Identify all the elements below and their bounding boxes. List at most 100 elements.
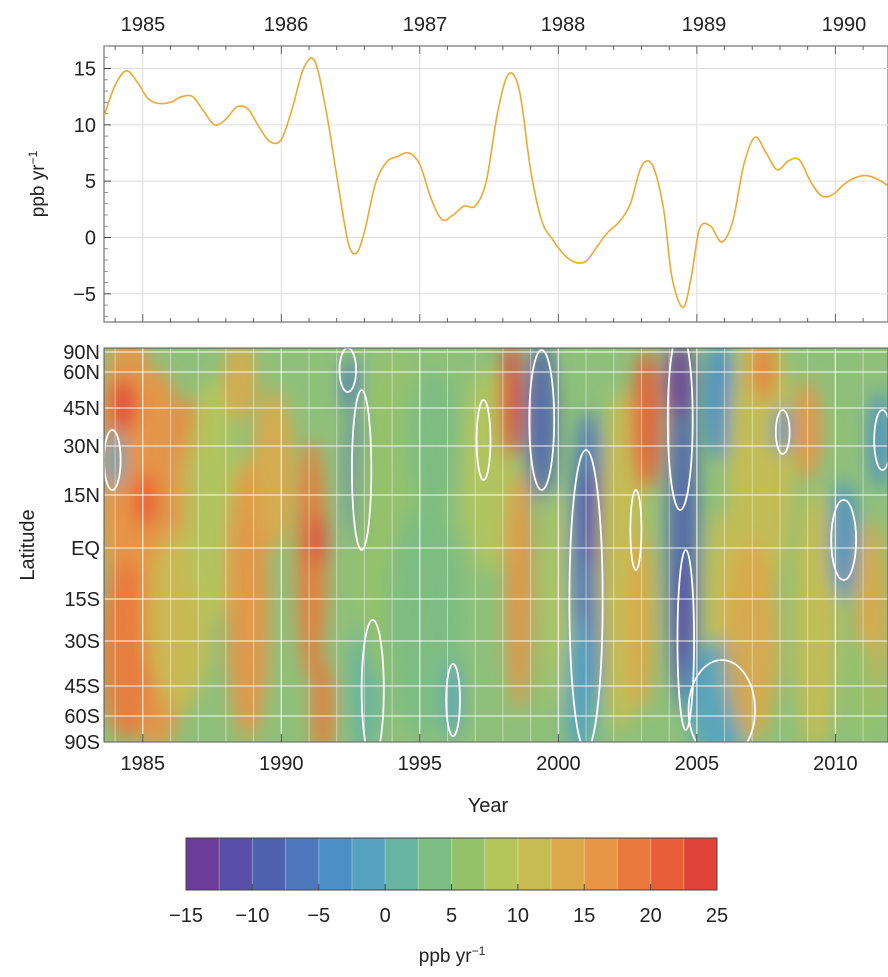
zero-contour	[830, 499, 858, 581]
zero-contour-lines	[104, 348, 888, 742]
heatmap-region	[846, 640, 880, 740]
colorbar-tick-label: 5	[446, 905, 457, 927]
zero-contour	[528, 349, 556, 491]
top-x-axis: 1985 1986 1987 1988 1989 1990	[114, 14, 867, 322]
latitude-tick-label: 90N	[63, 342, 100, 364]
colorbar-cell	[617, 838, 652, 890]
heatmap-region	[793, 380, 822, 480]
colorbar-tick-label: −10	[235, 905, 269, 927]
colorbar-tick-label: 25	[706, 905, 728, 927]
growth-rate-series-line	[104, 57, 888, 309]
colorbar-cell	[285, 838, 320, 890]
top-y-tick-label: −5	[73, 284, 96, 306]
latitude-tick-label: 30N	[63, 436, 100, 458]
heatmap-region	[868, 390, 888, 490]
latitude-tick-label: 30S	[64, 631, 100, 653]
heatmap-region	[110, 377, 136, 433]
top-y-tick-label: 15	[74, 59, 96, 81]
latitude-tick-label: 15S	[64, 589, 100, 611]
heatmap-region	[666, 348, 695, 420]
zero-contour	[873, 409, 888, 471]
heatmap-region	[774, 405, 792, 455]
top-axis-year-label: 1989	[682, 14, 727, 36]
colorbar-cell	[252, 838, 287, 890]
colorbar-tick-label: 20	[640, 905, 662, 927]
top-axis-year-label: 1985	[121, 14, 166, 36]
colorbar-cell	[484, 838, 519, 890]
heatmap-region	[505, 470, 534, 710]
top-axis-year-label: 1988	[541, 14, 586, 36]
colorbar-cell	[219, 838, 253, 890]
heatmap-region	[386, 500, 465, 740]
year-tick-label: 2000	[536, 753, 581, 775]
colorbar-tick-label: 15	[573, 905, 595, 927]
latitude-tick-label: 60S	[64, 706, 100, 728]
heatmap-region	[184, 380, 240, 620]
top-y-tick-label: 5	[85, 171, 96, 193]
top-axis-year-label: 1987	[403, 14, 448, 36]
top-y-tick-label: 0	[85, 228, 96, 250]
heatmap-region	[133, 472, 159, 528]
growth-rate-line-chart: 15 10 5 0 −5 1985 1986 1987 1988 1989 1990 ppb yr…	[26, 14, 888, 323]
heatmap-grid	[104, 348, 888, 742]
colorbar-cell	[517, 838, 552, 890]
colorbar-cell	[351, 838, 386, 890]
zero-contour	[774, 409, 791, 455]
heatmap-region	[500, 348, 523, 460]
heatmap-region	[563, 620, 598, 742]
year-tick-label: 2005	[675, 753, 720, 775]
zero-contour	[676, 549, 695, 731]
top-y-axis: 15 10 5 0 −5	[73, 45, 111, 317]
colorbar-ticks: −15 −10 −5 0 5 10 15 20 25	[169, 884, 728, 927]
colorbar-cell	[186, 838, 220, 890]
colorbar-cell	[683, 838, 718, 890]
heatmap-region	[250, 390, 296, 550]
zero-contour	[351, 389, 373, 551]
colorbar-cell	[418, 838, 452, 890]
zero-contour	[629, 489, 643, 571]
heatmap-region	[309, 515, 326, 565]
heatmap-color-field	[104, 348, 888, 742]
top-axis-year-label: 1986	[264, 14, 309, 36]
heatmap-region	[676, 560, 696, 680]
top-grid	[104, 46, 888, 322]
colorbar-cell	[451, 838, 486, 890]
heatmap-region	[727, 348, 794, 600]
zero-contour	[445, 663, 461, 737]
colorbar-cell	[650, 838, 685, 890]
colorbar-cell	[318, 838, 353, 890]
heatmap-region	[526, 348, 557, 500]
heatmap-region	[829, 480, 858, 600]
colorbar-cell	[551, 838, 585, 890]
zero-contour	[666, 348, 694, 511]
year-axis: 1985 1990 1995 2000 2005 2010	[121, 734, 858, 775]
year-tick-label: 1990	[259, 753, 304, 775]
heatmap-region	[724, 540, 780, 740]
zero-contour	[360, 619, 385, 742]
colorbar-cell	[385, 838, 419, 890]
heatmap-region	[296, 440, 328, 680]
heatmap-region	[631, 350, 663, 490]
heatmap-region	[444, 660, 462, 740]
top-axis-year-label: 1990	[822, 14, 867, 36]
zero-contour	[104, 429, 122, 491]
colorbar: −15 −10 −5 0 5 10 15 20 25 ppb yr−1	[169, 837, 728, 967]
zero-contour	[338, 348, 357, 393]
heatmap-region	[311, 660, 334, 742]
top-plot-frame	[103, 45, 888, 323]
heatmap-region	[702, 348, 736, 460]
zero-contour	[568, 449, 604, 742]
zero-contour	[687, 659, 756, 742]
latitude-tick-label: 45S	[64, 676, 100, 698]
latitude-tick-label: 60N	[63, 362, 100, 384]
colorbar-tick-label: −15	[169, 905, 203, 927]
colorbar-tick-label: −5	[307, 905, 330, 927]
y-axis-label: Latitude	[17, 509, 39, 580]
colorbar-tick-label: 0	[380, 905, 391, 927]
latitude-tick-label: 90S	[64, 732, 100, 754]
heatmap-region	[223, 348, 257, 420]
